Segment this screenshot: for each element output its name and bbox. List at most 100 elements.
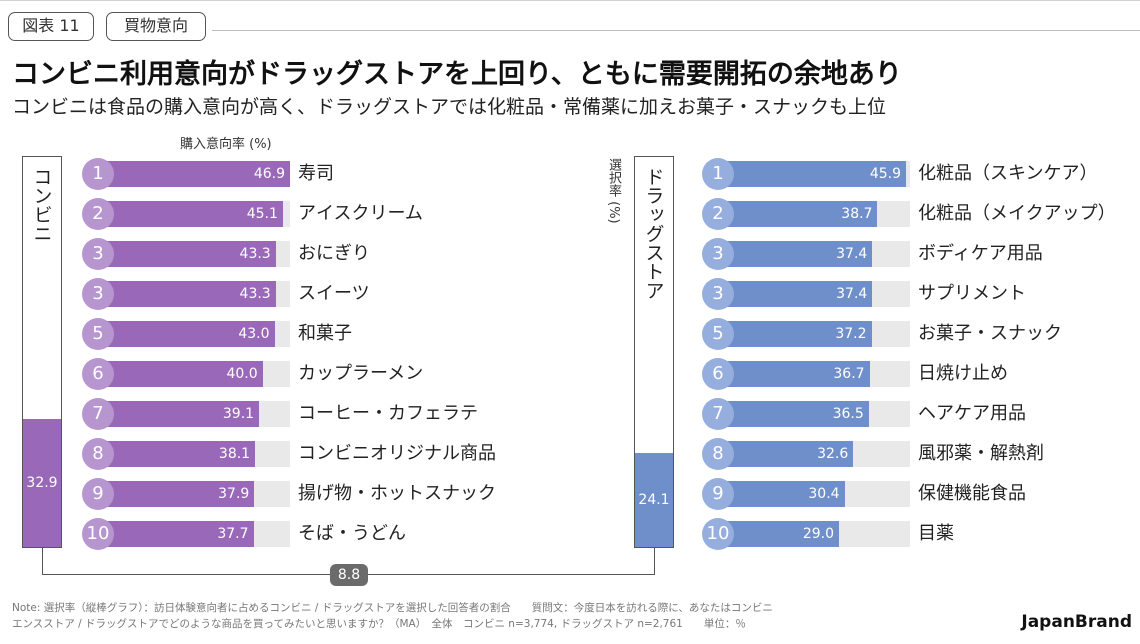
drugstore-bar [724,201,878,227]
conbini-rank-badge: 3 [82,278,114,310]
drugstore-value-label: 36.5 [832,406,864,422]
conbini-category-label: そば・うどん [298,523,406,544]
conbini-value-label: 43.0 [238,326,270,342]
drugstore-row: 37.4 3 ボディケア用品 [0,232,1140,272]
conbini-rank-badge: 8 [82,438,114,470]
left-axis-label: 購入意向率 (%) [180,137,272,152]
drugstore-bar [724,281,873,307]
drugstore-bar [724,481,845,507]
conbini-bar [104,161,290,187]
conbini-category-label: カップラーメン [298,363,424,384]
drugstore-bar [724,521,839,547]
conbini-value-label: 43.3 [239,286,271,302]
drugstore-value-label: 37.4 [836,286,868,302]
drugstore-rank-badge: 1 [702,158,734,190]
conbini-bar [104,281,276,307]
drugstore-row: 30.4 9 保健機能食品 [0,472,1140,512]
drugstore-rank-badge: 7 [702,398,734,430]
conbini-category-label: コーヒー・カフェラテ [298,403,478,424]
conbini-value-label: 46.9 [253,166,285,182]
conbini-row: 43.0 5 和菓子 [0,312,1140,352]
conbini-bar [104,521,254,547]
conbini-category-label: アイスクリーム [298,203,423,224]
page-title: コンビニ利用意向がドラッグストアを上回り、ともに需要開拓の余地あり [12,59,902,90]
drugstore-bar [724,441,854,467]
page-subtitle: コンビニは食品の購入意向が高く、ドラッグストアでは化粧品・常備薬に加えお菓子・ス… [12,96,887,118]
conbini-rank-badge: 6 [82,358,114,390]
drugstore-category-label: 目薬 [918,523,954,544]
conbini-total-name: コンビニ [30,167,53,243]
drugstore-category-label: 保健機能食品 [918,483,1026,504]
conbini-rank-badge: 2 [82,198,114,230]
drugstore-rank-badge: 2 [702,198,734,230]
conbini-value-label: 40.0 [226,366,258,382]
conbini-row: 37.9 9 揚げ物・ホットスナック [0,472,1140,512]
conbini-row: 45.1 2 アイスクリーム [0,192,1140,232]
drugstore-category-label: 化粧品（メイクアップ） [918,203,1116,224]
drugstore-total-bar: ドラッグストア 24.1 [634,156,674,548]
conbini-category-label: おにぎり [298,243,370,264]
conbini-category-label: 寿司 [298,163,334,184]
drugstore-row: 36.5 7 ヘアケア用品 [0,392,1140,432]
right-axis-label: 選択率 (%) [606,158,621,224]
drugstore-category-label: ヘアケア用品 [918,403,1026,424]
drugstore-bar [724,161,907,187]
conbini-bar [104,361,263,387]
conbini-row: 46.9 1 寿司 [0,152,1140,192]
drugstore-value-label: 30.4 [808,486,840,502]
conbini-row: 43.3 3 スイーツ [0,272,1140,312]
conbini-category-label: 揚げ物・ホットスナック [298,483,496,504]
note-line-1: Note: 選択率（縦棒グラフ）：訪日体験意向者に占めるコンビニ / ドラッグス… [12,602,773,614]
conbini-total-bar: コンビニ 32.9 [22,156,62,548]
drugstore-value-label: 29.0 [802,526,834,542]
drugstore-row: 36.7 6 日焼け止め [0,352,1140,392]
drugstore-row: 45.9 1 化粧品（スキンケア） [0,152,1140,192]
difference-badge: 8.8 [330,564,368,586]
drugstore-row: 37.4 3 サプリメント [0,272,1140,312]
category-tag: 買物意向 [106,12,206,41]
drugstore-rank-badge: 6 [702,358,734,390]
drugstore-row: 37.2 5 お菓子・スナック [0,312,1140,352]
conbini-category-label: スイーツ [298,283,370,304]
brand-logo: JapanBrand [1021,612,1132,632]
conbini-value-label: 43.3 [239,246,271,262]
conbini-row: 43.3 3 おにぎり [0,232,1140,272]
drugstore-row: 29.0 10 目薬 [0,512,1140,552]
conbini-bar [104,201,283,227]
conbini-category-label: コンビニオリジナル商品 [298,443,496,464]
conbini-bar [104,321,275,347]
drugstore-value-label: 45.9 [869,166,902,182]
conbini-bar [104,481,255,507]
conbini-rank-badge: 10 [82,518,114,550]
header-rule [212,30,1140,31]
conbini-row: 37.7 10 そば・うどん [0,512,1140,552]
drugstore-value-label: 37.2 [835,326,867,342]
drugstore-category-label: 風邪薬・解熱剤 [918,443,1044,464]
drugstore-value-label: 32.6 [817,446,849,462]
conbini-bar [104,241,276,267]
drugstore-category-label: 化粧品（スキンケア） [918,163,1098,184]
drugstore-bar [724,401,869,427]
conbini-rank-badge: 9 [82,478,114,510]
drugstore-total-name: ドラッグストア [642,167,665,300]
conbini-value-label: 45.1 [246,206,278,222]
drugstore-row: 32.6 8 風邪薬・解熱剤 [0,432,1140,472]
drugstore-rank-badge: 3 [702,238,734,270]
drugstore-bar [724,321,872,347]
conbini-rank-badge: 1 [82,158,114,190]
conbini-row: 40.0 6 カップラーメン [0,352,1140,392]
conbini-rank-badge: 7 [82,398,114,430]
conbini-value-label: 38.1 [218,446,251,462]
conbini-total-fill [23,419,61,547]
conbini-value-label: 37.9 [218,486,250,502]
drugstore-value-label: 38.7 [841,206,873,222]
drugstore-bar [724,361,870,387]
drugstore-value-label: 36.7 [833,366,865,382]
figure-number-tag: 図表 11 [8,12,94,41]
drugstore-category-label: サプリメント [918,283,1026,304]
conbini-total-value: 32.9 [26,475,58,492]
conbini-category-label: 和菓子 [298,323,352,344]
conbini-rank-badge: 3 [82,238,114,270]
conbini-row: 39.1 7 コーヒー・カフェラテ [0,392,1140,432]
drugstore-rank-badge: 8 [702,438,734,470]
